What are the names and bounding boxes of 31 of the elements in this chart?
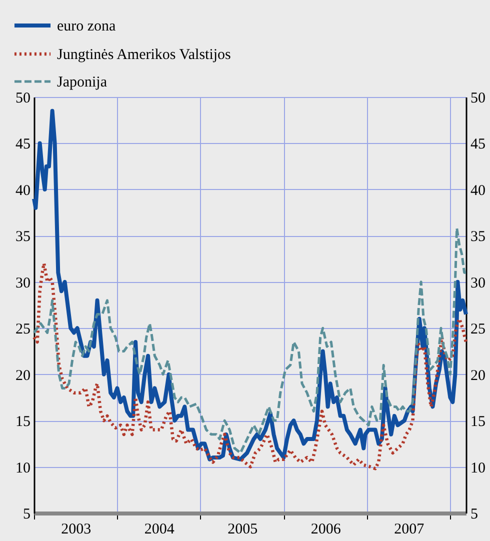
y-tick-label: 5 [23,506,30,522]
y2-tick-label: 20 [470,368,486,384]
line-series [32,108,468,462]
y2-tick-label: 35 [470,229,486,246]
x-tick-label: 2007 [394,522,425,538]
y2-tick-label: 40 [470,182,486,199]
y-tick-label: 30 [16,275,30,292]
line-series [32,227,468,454]
line-series [32,262,468,470]
y-tick-label: 40 [16,182,30,199]
y-tick-label: 10 [16,460,30,476]
y-tick-label: 50 [16,90,30,106]
y2-tick-label: 5 [470,506,478,522]
y2-tick-label: 30 [470,275,486,292]
y2-tick-label: 15 [470,414,486,430]
y2-tick-label: 25 [470,322,486,338]
x-tick-label: 2005 [228,522,258,538]
y2-tick-label: 50 [470,90,486,106]
y-tick-label: 45 [16,136,30,153]
x-tick-label: 2004 [144,522,175,538]
x-tick-label: 2006 [310,522,342,538]
y2-tick-label: 45 [470,136,486,153]
y-tick-label: 25 [16,322,30,338]
y-tick-label: 15 [16,414,30,430]
legend-label: euro zona [57,18,116,34]
x-tick-label: 2003 [61,522,92,538]
y-tick-label: 35 [16,229,30,246]
legend-label: Jungtinės Amerikos Valstijos [57,47,232,63]
legend-label: Japonija [57,74,108,90]
y2-tick-label: 10 [470,460,486,476]
y-tick-label: 20 [16,368,30,384]
